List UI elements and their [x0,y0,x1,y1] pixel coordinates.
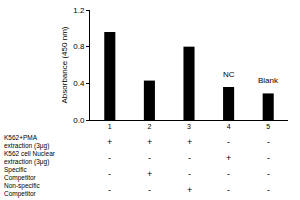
svg-text:-: - [108,185,111,195]
svg-text:K562+PMAextraction (3μg): K562+PMAextraction (3μg) [4,134,49,150]
svg-text:-: - [227,137,230,147]
svg-text:2: 2 [147,123,151,130]
svg-text:-: - [188,153,191,163]
svg-text:Absorbance (450 nm): Absorbance (450 nm) [60,26,69,103]
svg-text:3: 3 [187,123,191,130]
svg-text:-: - [227,185,230,195]
svg-text:-: - [148,153,151,163]
svg-text:-: - [148,185,151,195]
svg-text:-: - [108,169,111,179]
svg-text:+: + [147,137,152,147]
svg-text:+: + [226,153,231,163]
svg-text:-: - [267,185,270,195]
svg-text:+: + [187,137,192,147]
svg-text:-: - [227,169,230,179]
svg-text:0.0: 0.0 [73,116,85,125]
svg-text:5: 5 [266,123,270,130]
svg-text:1: 1 [108,123,112,130]
svg-text:Non-specificCompetitor: Non-specificCompetitor [4,182,41,198]
svg-text:-: - [188,169,191,179]
svg-text:1.2: 1.2 [73,6,85,15]
svg-text:-: - [267,153,270,163]
svg-text:+: + [147,169,152,179]
svg-text:0.4: 0.4 [73,79,85,88]
svg-text:-: - [108,153,111,163]
svg-text:+: + [187,185,192,195]
svg-text:-: - [267,137,270,147]
svg-text:NC: NC [223,70,235,79]
svg-text:0.8: 0.8 [73,42,85,51]
svg-text:Blank: Blank [258,76,279,85]
svg-text:SpecificCompetitor: SpecificCompetitor [4,166,37,182]
svg-text:+: + [107,137,112,147]
svg-text:K562 cell Nuclearextraction (3: K562 cell Nuclearextraction (3μg) [4,150,56,166]
svg-text:4: 4 [227,123,231,130]
svg-text:-: - [267,169,270,179]
